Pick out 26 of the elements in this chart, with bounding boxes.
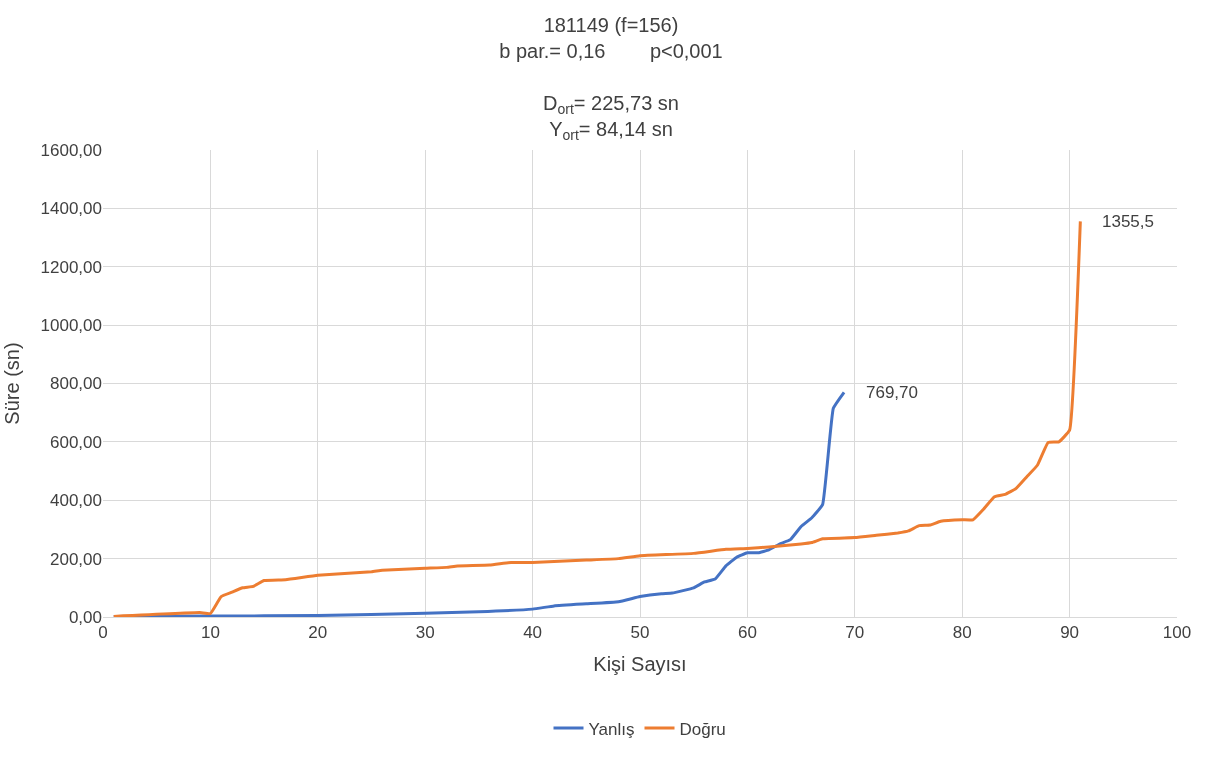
annotation: 1355,5 — [1102, 212, 1154, 231]
chart-title: 181149 (f=156) b par.= 0,16 p<0,001 D$_{ort}$= 225,73 sn Y$_{ort}$= 84,14 sn — [499, 13, 723, 143]
x-tick-label: 60 — [737, 623, 757, 643]
y-tick-label: 200,00 — [50, 549, 102, 569]
x-tick-label: 90 — [1060, 623, 1080, 643]
y-tick-label: 1000,00 — [40, 316, 102, 336]
x-tick-label: 50 — [630, 623, 650, 643]
line-series — [112, 219, 1082, 617]
x-axis-title: Kişi Sayısı — [593, 652, 687, 675]
x-tick-label: 10 — [200, 623, 220, 643]
annotation: 769,70 — [866, 383, 918, 402]
legend-label: Doğru — [679, 719, 726, 739]
x-tick-label: 40 — [523, 623, 543, 643]
y-tick-label: 1400,00 — [40, 199, 102, 219]
x-tick-label: 80 — [952, 623, 972, 643]
x-tick-label: 100 — [1162, 623, 1192, 643]
y-axis-title: Süre (sn) — [1, 342, 24, 425]
y-tick-label: 800,00 — [50, 374, 102, 394]
legend-label: Yanlış — [588, 719, 635, 739]
x-tick-label: 30 — [415, 623, 435, 643]
y-tick-label: 600,00 — [50, 432, 102, 452]
x-tick-label: 70 — [845, 623, 865, 643]
y-tick-label: 1200,00 — [40, 257, 102, 277]
y-tick-label: 1600,00 — [40, 140, 102, 160]
y-tick-label: 400,00 — [50, 491, 102, 511]
x-tick-label: 20 — [308, 623, 328, 643]
